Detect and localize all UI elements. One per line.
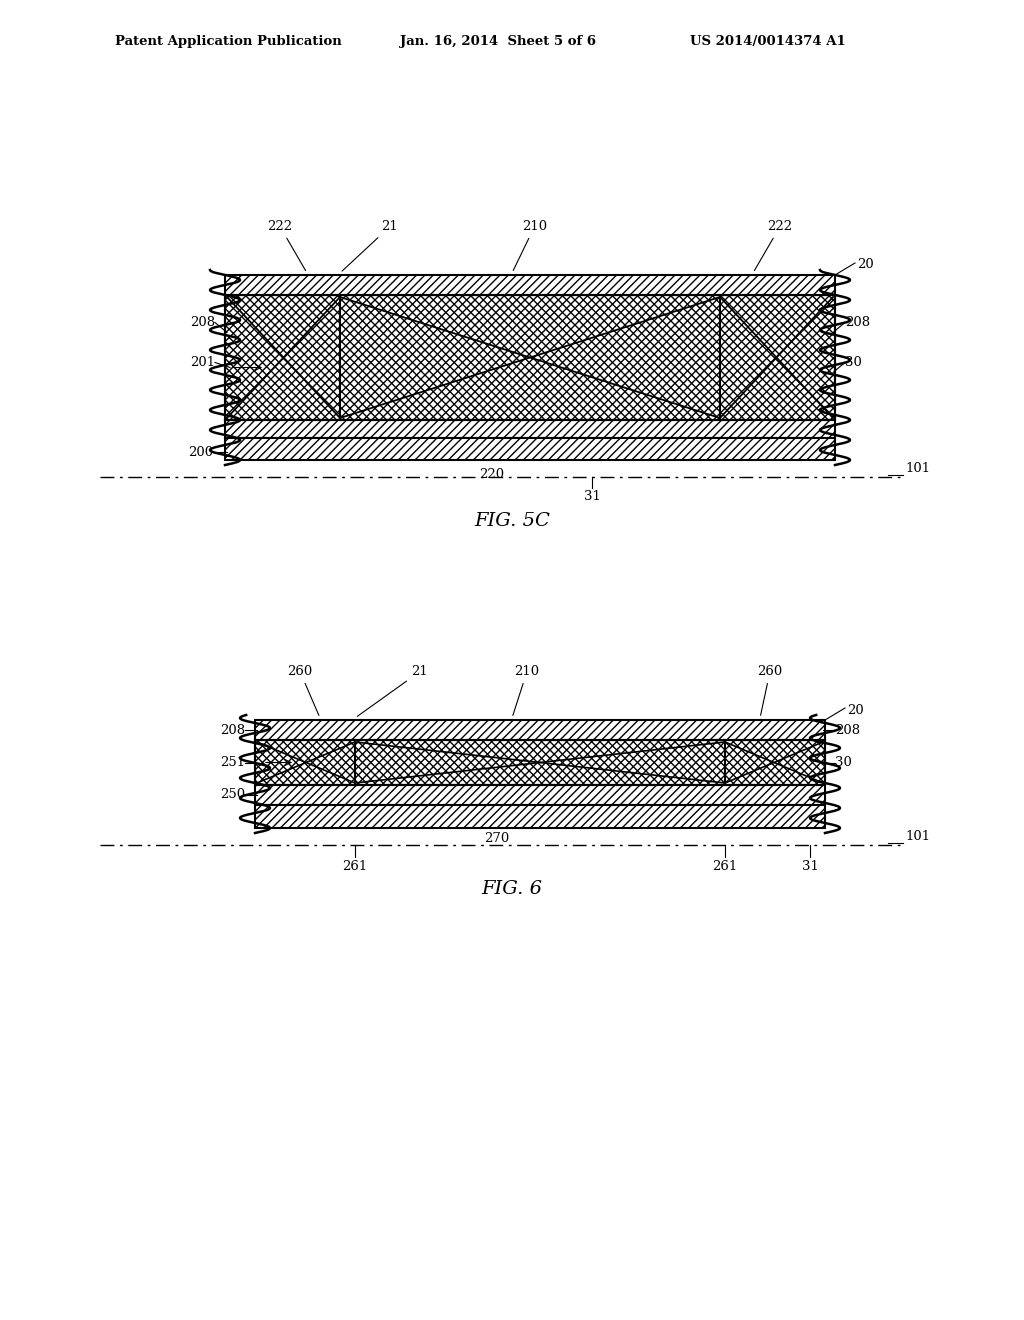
Text: 30: 30 bbox=[845, 356, 862, 370]
Bar bbox=[225, 294, 835, 420]
Bar bbox=[255, 741, 825, 785]
Text: 208: 208 bbox=[835, 723, 860, 737]
Bar bbox=[255, 741, 825, 785]
Bar bbox=[225, 294, 835, 420]
Text: 210: 210 bbox=[513, 665, 540, 715]
Text: FIG. 6: FIG. 6 bbox=[481, 880, 543, 898]
Text: 101: 101 bbox=[905, 462, 930, 475]
Text: 261: 261 bbox=[342, 861, 368, 873]
Text: 31: 31 bbox=[584, 490, 600, 503]
Text: 270: 270 bbox=[484, 832, 510, 845]
Text: 260: 260 bbox=[758, 665, 782, 715]
Bar bbox=[225, 294, 835, 420]
Bar bbox=[225, 275, 835, 294]
Text: 210: 210 bbox=[513, 220, 547, 271]
Text: 101: 101 bbox=[905, 830, 930, 843]
Text: 208: 208 bbox=[189, 315, 215, 329]
Text: 20: 20 bbox=[857, 259, 873, 272]
Bar bbox=[225, 438, 835, 459]
Text: 21: 21 bbox=[357, 665, 428, 717]
Text: 20: 20 bbox=[847, 704, 864, 717]
Bar bbox=[255, 785, 825, 805]
Text: 250: 250 bbox=[220, 788, 245, 801]
Text: 222: 222 bbox=[755, 220, 793, 271]
Text: 31: 31 bbox=[802, 861, 818, 873]
Text: 200: 200 bbox=[187, 446, 213, 458]
Text: 21: 21 bbox=[342, 220, 398, 271]
Text: 201: 201 bbox=[189, 356, 215, 370]
Text: 208: 208 bbox=[845, 315, 870, 329]
Text: 260: 260 bbox=[288, 665, 318, 715]
Text: 30: 30 bbox=[835, 756, 852, 770]
Text: 222: 222 bbox=[267, 220, 305, 271]
Text: 220: 220 bbox=[479, 469, 505, 480]
Bar bbox=[255, 719, 825, 741]
Text: Patent Application Publication: Patent Application Publication bbox=[115, 36, 342, 48]
Text: 208: 208 bbox=[220, 723, 245, 737]
Text: Jan. 16, 2014  Sheet 5 of 6: Jan. 16, 2014 Sheet 5 of 6 bbox=[400, 36, 596, 48]
Bar bbox=[225, 420, 835, 438]
Text: FIG. 5C: FIG. 5C bbox=[474, 512, 550, 531]
Text: 261: 261 bbox=[713, 861, 737, 873]
Text: 251: 251 bbox=[220, 756, 245, 770]
Bar bbox=[255, 741, 825, 785]
Text: US 2014/0014374 A1: US 2014/0014374 A1 bbox=[690, 36, 846, 48]
Bar bbox=[255, 805, 825, 828]
